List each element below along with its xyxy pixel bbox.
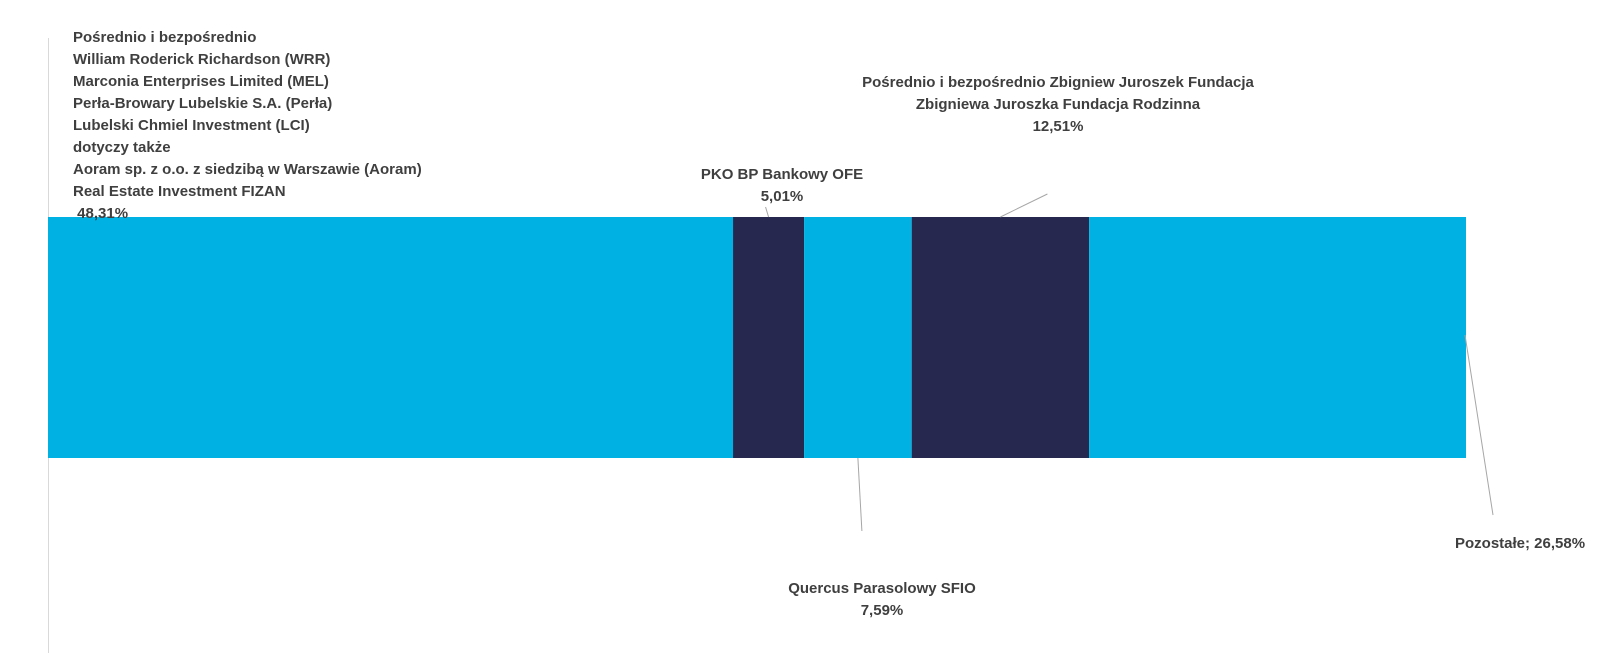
bar-segment-3: [804, 217, 912, 458]
data-label-line: Perła-Browary Lubelskie S.A. (Perła): [73, 95, 333, 112]
data-label-line: Pośrednio i bezpośrednio: [73, 29, 257, 46]
bar-segment-2: [733, 217, 805, 458]
leader-line-1: [765, 206, 770, 218]
data-label-line: Pośrednio i bezpośrednio Zbigniew Jurosz…: [862, 74, 1254, 91]
data-label-line: Real Estate Investment FIZAN: [73, 183, 286, 200]
bar-group: [48, 217, 1466, 458]
data-label-line: Quercus Parasolowy SFIO: [788, 580, 976, 597]
leader-line-2: [857, 457, 863, 532]
leader-line-group: [765, 193, 1494, 532]
data-label-line: Marconia Enterprises Limited (MEL): [73, 73, 329, 90]
bar-segment-4: [911, 217, 1090, 458]
data-label-line: Zbigniewa Juroszka Fundacja Rodzinna: [915, 96, 1201, 113]
data-label-line: Lubelski Chmiel Investment (LCI): [73, 117, 310, 134]
data-label-line: PKO BP Bankowy OFE: [700, 166, 864, 183]
data-label-pko: PKO BP Bankowy OFE 5,01%: [682, 164, 882, 208]
leader-line-4: [1464, 334, 1494, 516]
data-label-juroszek: Pośrednio i bezpośrednio Zbigniew Jurosz…: [843, 72, 1273, 138]
data-label-value: 48,31%: [73, 205, 129, 222]
data-label-line: William Roderick Richardson (WRR): [73, 51, 331, 68]
bar-segment-1: [48, 217, 734, 458]
data-label-line: dotyczy także: [73, 139, 171, 156]
data-label-pozostale: Pozostałe; 26,58%: [1455, 533, 1585, 555]
data-label-quercus: Quercus Parasolowy SFIO 7,59%: [762, 578, 1002, 622]
data-label-value: Pozostałe; 26,58%: [1455, 535, 1586, 552]
data-label-value: 7,59%: [860, 602, 904, 619]
data-label-line: Aoram sp. z o.o. z siedzibą w Warszawie …: [73, 161, 422, 178]
bar-segment-5: [1089, 217, 1466, 458]
data-label-value: 12,51%: [1032, 118, 1084, 135]
data-label-wrr: Pośrednio i bezpośrednio William Roderic…: [73, 27, 422, 225]
leader-line-3: [1000, 193, 1048, 218]
data-label-value: 5,01%: [760, 188, 804, 205]
